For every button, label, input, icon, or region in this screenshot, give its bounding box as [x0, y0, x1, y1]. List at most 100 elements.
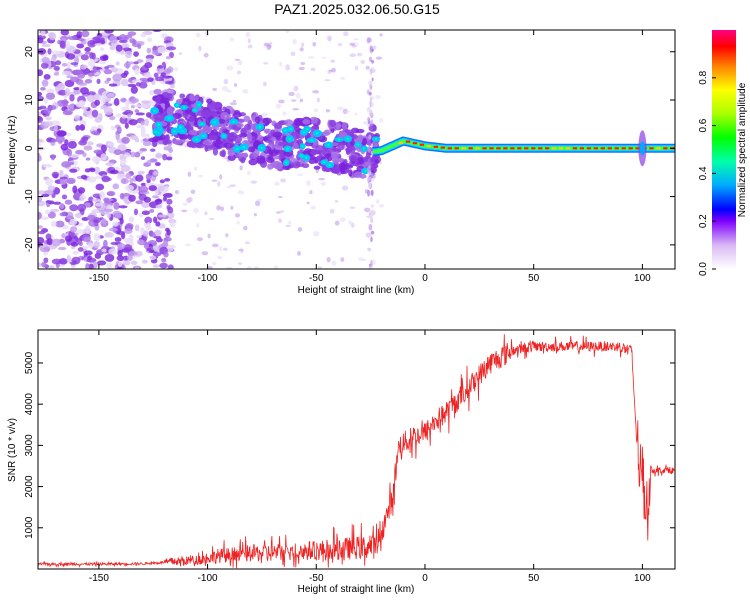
spectrogram-blob	[160, 112, 166, 118]
spectrogram-blob	[66, 148, 73, 157]
spectrogram-peak-core	[232, 120, 236, 123]
spectrogram-blob	[239, 165, 243, 171]
spectrogram-blob	[125, 223, 134, 229]
spectrogram-blob	[74, 56, 80, 65]
spectrogram-blob	[178, 52, 183, 56]
spectrogram-blob	[236, 220, 240, 225]
spectrogram-blob	[138, 212, 144, 218]
spectrogram-blob	[47, 211, 56, 219]
spectrogram-blob	[369, 80, 373, 87]
spectrogram-blob	[203, 52, 209, 58]
spectrogram-peak-core	[222, 135, 226, 138]
spectrogram-blob	[43, 108, 52, 115]
spectrogram-blob	[366, 106, 371, 113]
snr-marks	[38, 334, 675, 569]
spectrogram-blob	[135, 200, 143, 205]
spectrogram-blob	[356, 52, 363, 57]
spectrogram-blob	[128, 250, 138, 256]
spectrogram-x-tick-label: 50	[528, 273, 540, 284]
spectrogram-blob	[369, 212, 372, 216]
spectrogram-blob	[219, 174, 223, 180]
spectrogram-blob	[128, 194, 136, 202]
spectrogram-blob	[269, 150, 278, 157]
spectrogram-blob	[38, 106, 43, 111]
spectrogram-blob	[42, 163, 53, 168]
spectrogram-blob	[51, 220, 57, 227]
spectrogram-blob	[41, 261, 47, 268]
spectrogram-blob	[205, 30, 209, 37]
spectrogram-blob	[81, 234, 91, 243]
spectrogram-blob	[58, 89, 67, 96]
spectrogram-blob	[140, 104, 148, 109]
spectrogram-blob	[141, 201, 151, 209]
spectrogram-blob	[51, 50, 61, 55]
spectrogram-blob	[166, 106, 173, 116]
spectrogram-blob	[81, 136, 89, 141]
spectrogram-blob	[309, 116, 319, 124]
spectrogram-blob	[220, 112, 230, 121]
spectrogram-blob	[125, 184, 135, 191]
spectrogram-blob	[61, 161, 72, 168]
spectrogram-blob	[204, 211, 208, 216]
spectrogram-peak-core	[327, 143, 330, 146]
spectrogram-blob	[112, 73, 123, 82]
spectrogram-blob	[250, 180, 258, 184]
spectrogram-blob	[329, 168, 340, 173]
spectrogram-blob	[138, 81, 148, 89]
spectrogram-blob	[64, 199, 73, 205]
spectrogram-blob	[233, 134, 243, 143]
spectrogram-blob	[103, 197, 110, 203]
spectrogram-blob	[370, 143, 374, 149]
spectrogram-blob	[100, 98, 106, 106]
spectrogram-blob	[146, 222, 151, 229]
spectrogram-blob	[217, 255, 223, 260]
spectrogram-blob	[118, 34, 127, 42]
spectrogram-blob	[140, 100, 151, 104]
spectrogram-blob	[50, 120, 61, 126]
spectrogram-blob	[86, 257, 97, 263]
spectrogram-blob	[94, 43, 103, 47]
spectrogram-frame	[37, 29, 676, 270]
spectrogram-blob	[93, 233, 101, 241]
spectrogram-blob	[318, 177, 326, 181]
spectrogram-blob	[91, 109, 99, 118]
spectrogram-blob	[273, 161, 283, 170]
spectrogram-blob	[218, 245, 223, 252]
spectrogram-blob	[337, 106, 344, 111]
spectrogram-blob	[98, 112, 103, 121]
spectrogram-blob	[77, 71, 86, 79]
spectrogram-blob	[326, 257, 331, 263]
spectrogram-blob	[193, 208, 200, 214]
spectrogram-blob	[121, 136, 130, 144]
spectrogram-blob	[179, 93, 186, 99]
spectrogram-peak-core	[301, 145, 304, 148]
spectrogram-blob	[149, 208, 155, 213]
spectrogram-blob	[110, 67, 118, 73]
spectrogram-blob	[71, 256, 81, 265]
spectrogram-blob	[108, 83, 118, 87]
spectrogram-blob	[324, 153, 332, 159]
spectrogram-blob	[152, 30, 162, 33]
spectrogram-blob	[334, 220, 340, 226]
spectrogram-blob	[41, 57, 50, 64]
spectrogram-blob	[185, 122, 191, 131]
spectrogram-blob	[238, 153, 249, 159]
spectrogram-blob	[190, 189, 196, 195]
spectrogram-blob	[370, 102, 375, 108]
spectrogram-blob	[257, 198, 263, 202]
spectrogram-blob	[226, 143, 231, 149]
spectrogram-blob	[365, 65, 370, 70]
spectrogram-blob	[40, 30, 46, 37]
spectrogram-blob	[87, 242, 94, 249]
spectrogram-blob	[257, 135, 264, 141]
snr-plot-area	[38, 330, 675, 569]
spectrogram-blob	[253, 213, 257, 217]
spectrogram-blob	[216, 205, 222, 211]
spectrogram-blob	[134, 224, 140, 232]
spectrogram-blob	[339, 76, 346, 80]
spectrogram-blob	[89, 168, 96, 173]
snr-y-tick-label: 1000	[24, 516, 35, 539]
spectrogram-blob	[378, 203, 385, 208]
spectrogram-blob	[163, 146, 173, 151]
